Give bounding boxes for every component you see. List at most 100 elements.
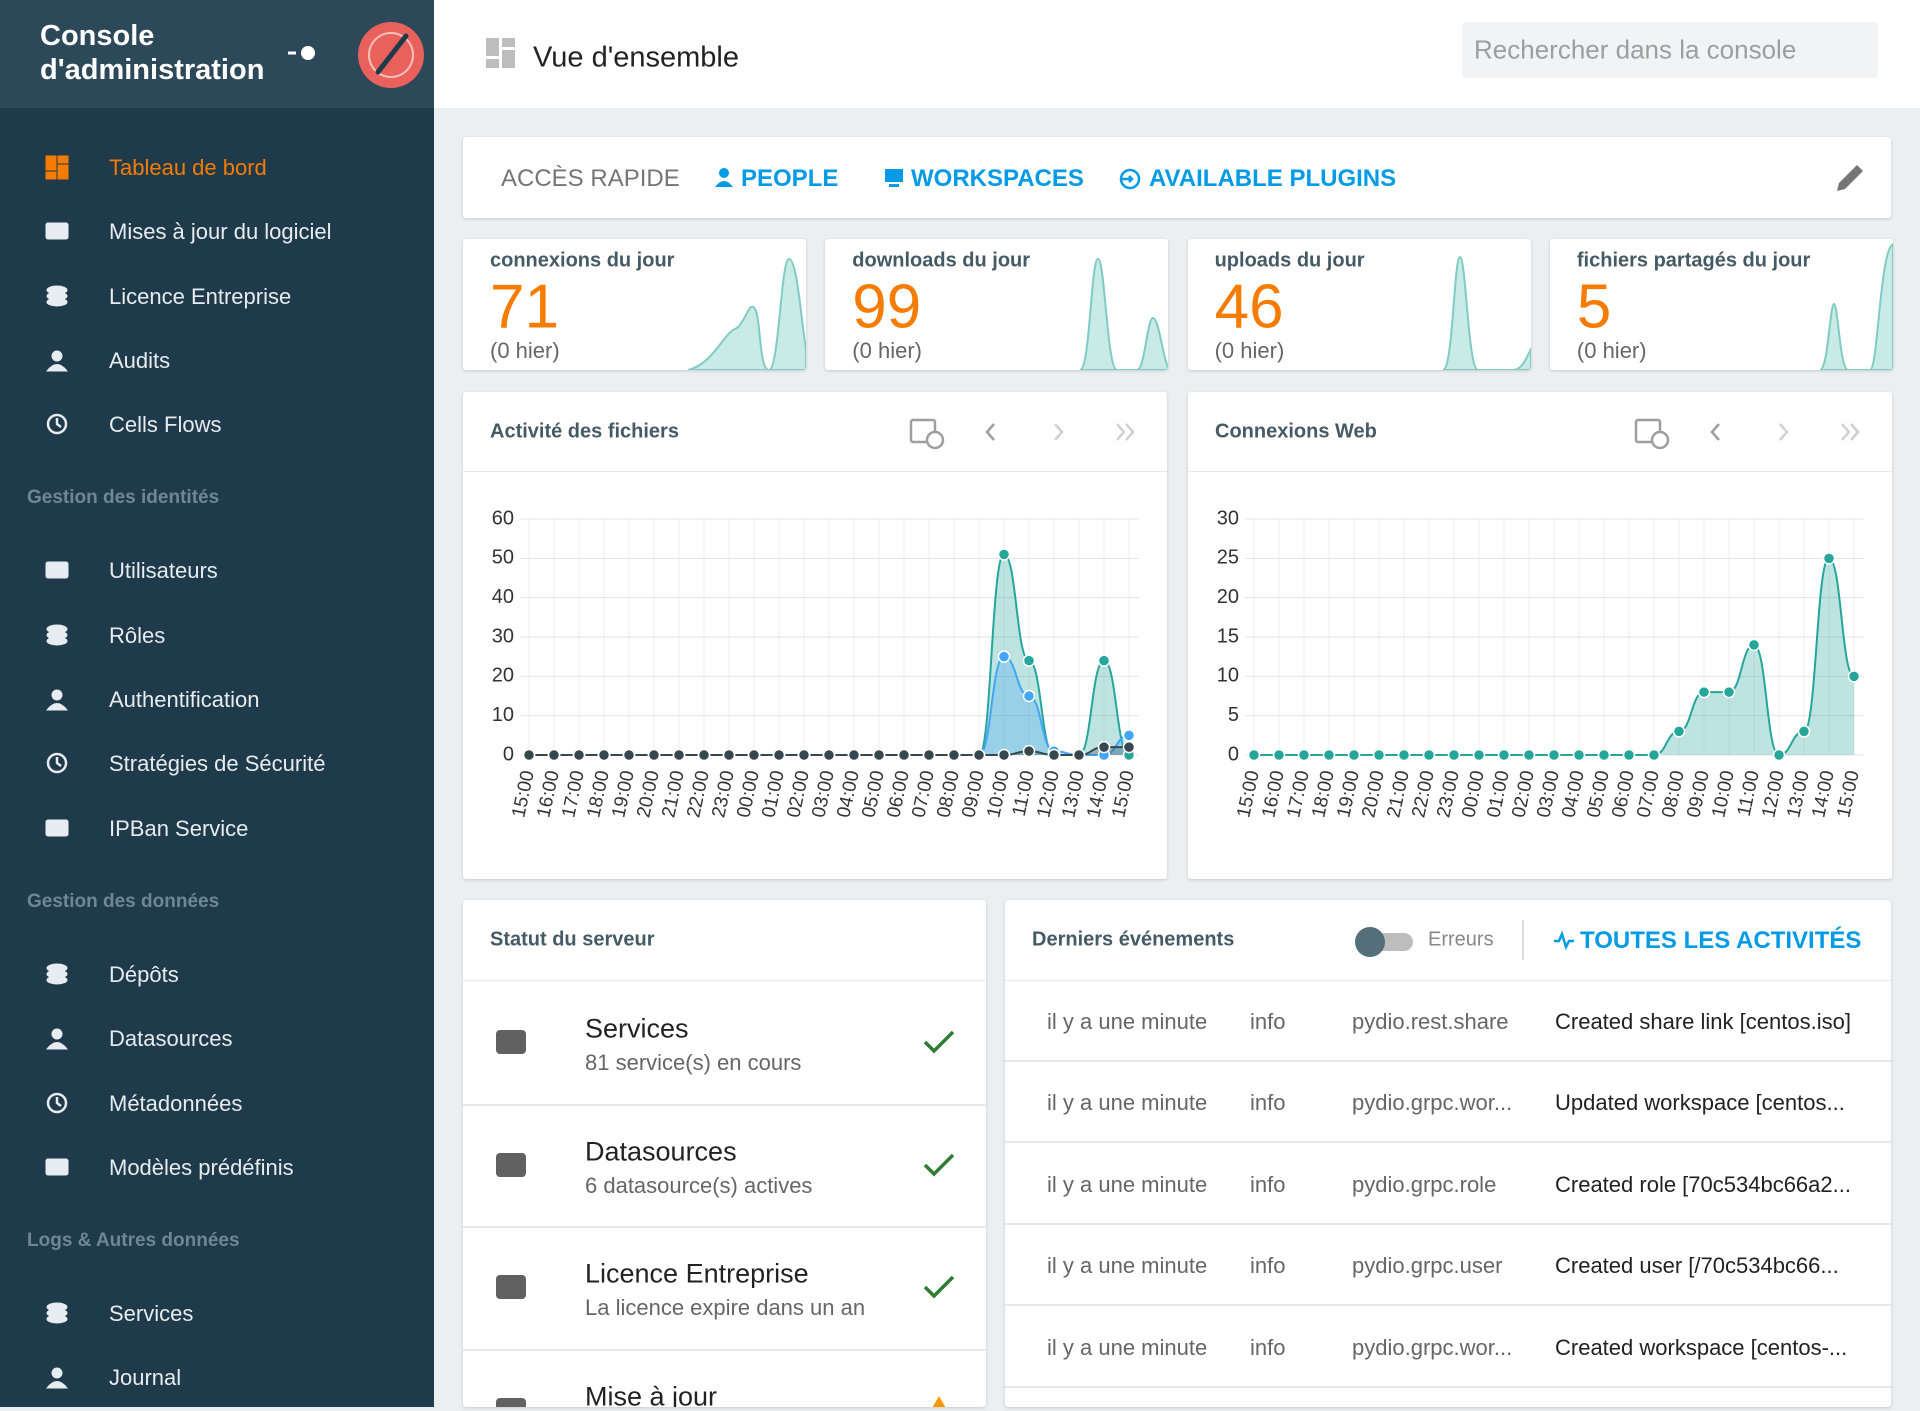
- menu-item[interactable]: Modèles prédéfinis: [0, 1136, 434, 1200]
- nav-button[interactable]: [1054, 423, 1064, 441]
- chart-toolbar: [1634, 418, 1860, 450]
- calendar-clock: [1650, 430, 1670, 450]
- icon-part: [496, 1275, 526, 1299]
- menu-label: Cells Flows: [109, 412, 222, 438]
- status-indicator: [923, 1030, 955, 1054]
- status-indicator: [923, 1275, 955, 1299]
- icon-part: [719, 168, 729, 178]
- warning-mark: [932, 1395, 946, 1407]
- menu-item[interactable]: Datasources: [0, 1007, 434, 1071]
- point: [1522, 748, 1536, 762]
- menu-item[interactable]: Cells Flows: [0, 393, 434, 457]
- all-activities-link[interactable]: TOUTES LES ACTIVITÉS: [1580, 927, 1862, 954]
- icon-part: [46, 636, 68, 646]
- status-title: Licence Entreprise: [585, 1258, 809, 1289]
- errors-toggle[interactable]: [1353, 924, 1417, 958]
- stat-value: 99: [852, 272, 922, 342]
- nav-button[interactable]: [1779, 423, 1789, 441]
- icon-part: [502, 38, 515, 47]
- edit-button[interactable]: [1833, 161, 1867, 195]
- quick-link[interactable]: AVAILABLE PLUGINS: [1149, 165, 1397, 192]
- menu-icon: [46, 1302, 68, 1324]
- menu-label: Services: [109, 1301, 194, 1327]
- icon-part: [55, 757, 62, 768]
- menu-item[interactable]: Rôles: [0, 604, 434, 668]
- search-box[interactable]: Rechercher dans la console: [1462, 22, 1878, 78]
- menu-icon: [46, 753, 68, 774]
- nav-button[interactable]: [985, 423, 995, 441]
- icon-part: [45, 703, 69, 711]
- y-tick-label: 0: [503, 743, 514, 765]
- point: [1347, 748, 1361, 762]
- icon-part: [496, 1030, 526, 1054]
- point: [772, 748, 786, 762]
- event-row: il y a une minute info pydio.rest.share Cre…: [1005, 981, 1891, 1062]
- point: [1097, 654, 1111, 667]
- menu-icon: [45, 819, 69, 837]
- collapse-toggle[interactable]: [284, 38, 324, 68]
- icon-part: [46, 1314, 68, 1324]
- menu-item[interactable]: Métadonnées: [0, 1072, 434, 1136]
- point: [1322, 748, 1336, 762]
- point: [997, 548, 1011, 561]
- icon-part: [45, 1042, 69, 1050]
- point: [1672, 725, 1686, 738]
- point: [922, 748, 936, 762]
- area: [529, 656, 1129, 755]
- workspaces-icon: [885, 169, 903, 187]
- icon-part: [45, 363, 69, 372]
- event-cell: il y a une minute: [1047, 1009, 1208, 1034]
- menu-item[interactable]: Stratégies de Sécurité: [0, 732, 434, 796]
- icon-part: [486, 59, 499, 68]
- menu-item[interactable]: Mises à jour du logiciel: [0, 200, 434, 264]
- menu-item[interactable]: Authentification: [0, 668, 434, 732]
- menu-item[interactable]: Dépôts: [0, 943, 434, 1007]
- event-cell: pydio.grpc.wor...: [1352, 1334, 1513, 1360]
- status-title: Datasources: [585, 1136, 737, 1166]
- point: [1122, 729, 1136, 742]
- y-tick-label: 10: [492, 704, 514, 726]
- menu-item[interactable]: IPBan Service: [0, 797, 434, 861]
- point: [972, 748, 986, 762]
- icon-part: [1119, 168, 1141, 190]
- menu-icon: [46, 963, 68, 985]
- quick-link[interactable]: PEOPLE: [741, 165, 839, 192]
- quick-link[interactable]: WORKSPACES: [911, 165, 1084, 192]
- menu-icon: [46, 624, 68, 646]
- event-cell: info: [1250, 1334, 1286, 1360]
- nav-button[interactable]: [1116, 423, 1135, 441]
- y-tick-label: 0: [1228, 743, 1239, 765]
- stat-card: fichiers partagés du jour 5 (0 hier): [1549, 239, 1893, 370]
- point: [1772, 748, 1786, 762]
- menu-item[interactable]: Utilisateurs: [0, 539, 434, 603]
- page-title: Vue d'ensemble: [533, 41, 739, 74]
- menu-item[interactable]: Audits: [0, 329, 434, 393]
- nav-button[interactable]: [1841, 423, 1860, 441]
- point: [1747, 638, 1761, 652]
- toggle-label: Erreurs: [1428, 928, 1494, 951]
- stat-value: 5: [1576, 272, 1612, 342]
- menu-item[interactable]: Journal: [0, 1346, 434, 1410]
- logo: [358, 22, 424, 88]
- point: [647, 748, 661, 762]
- y-tick-label: 25: [1217, 547, 1239, 569]
- sparkline-area: [1818, 242, 1893, 370]
- event-row: il y a une minute info pydio.grpc.role Crea…: [1005, 1144, 1891, 1225]
- menu-item[interactable]: Licence Entreprise: [0, 265, 434, 329]
- event-row: il y a une minute info pydio.grpc.wor... Cr…: [1005, 1307, 1891, 1388]
- y-tick-label: 30: [1217, 507, 1239, 529]
- event-cell: il y a une minute: [1047, 1171, 1208, 1197]
- point: [1547, 748, 1561, 762]
- point: [1247, 748, 1261, 762]
- menu-item[interactable]: Services: [0, 1282, 434, 1346]
- point: [1422, 748, 1436, 762]
- icon-part: [45, 1158, 69, 1176]
- y-tick-label: 10: [1217, 665, 1239, 687]
- point: [597, 748, 611, 762]
- sidebar-menu: Tableau de bord Mises à jour du logiciel L…: [0, 136, 434, 1411]
- menu-icon: [45, 689, 69, 711]
- menu-item[interactable]: Tableau de bord: [0, 136, 434, 200]
- nav-button[interactable]: [1710, 423, 1720, 441]
- point: [1022, 689, 1036, 703]
